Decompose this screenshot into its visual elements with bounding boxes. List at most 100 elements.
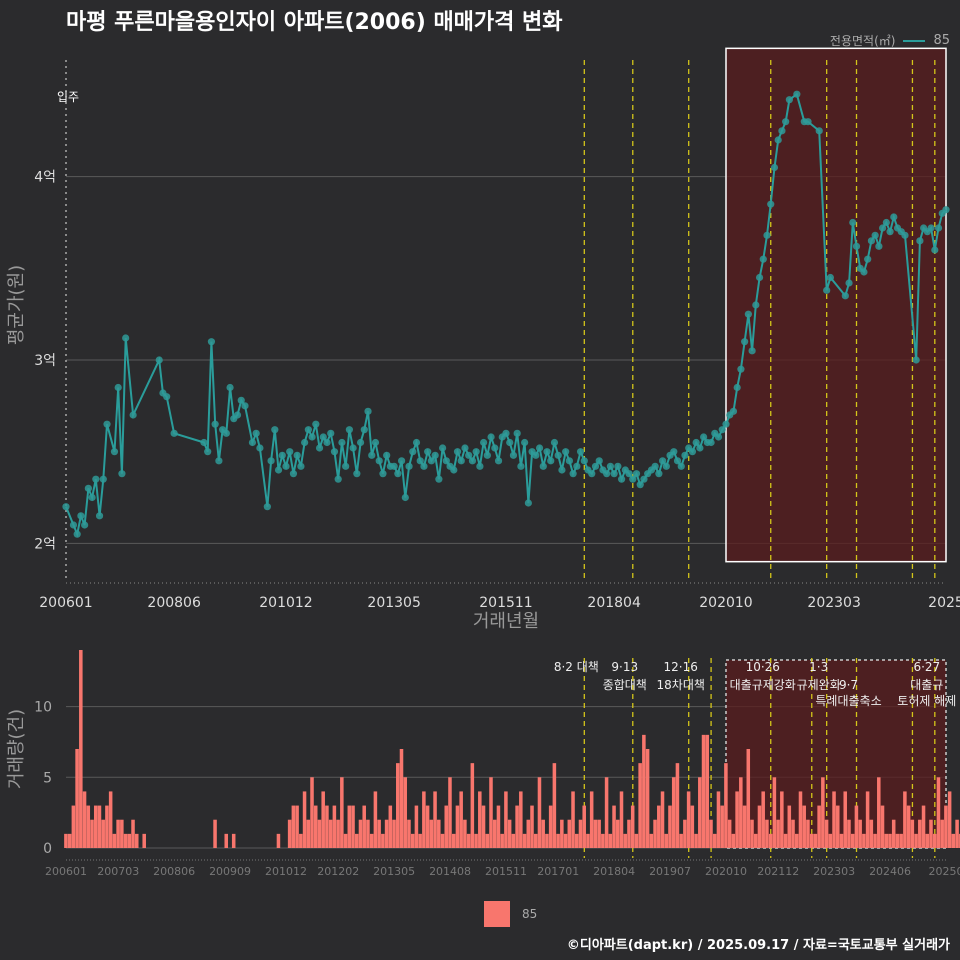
volume-bar: [873, 833, 877, 848]
volume-bar: [616, 819, 620, 848]
price-point: [681, 451, 689, 459]
price-point: [312, 420, 320, 428]
volume-bar: [847, 819, 851, 848]
volume-bar: [929, 819, 933, 848]
volume-bar: [429, 819, 434, 848]
price-point: [424, 448, 432, 456]
volume-bar: [112, 833, 117, 848]
y-tick-label: 3억: [34, 353, 56, 369]
price-point: [506, 438, 514, 447]
y-axis-title: 평균가(원): [6, 265, 27, 345]
volume-bar: [664, 833, 669, 848]
volume-bar: [313, 805, 318, 848]
volume-bar: [507, 819, 512, 848]
price-point: [774, 136, 782, 144]
legend-top: 전용면적(㎡) 85: [830, 32, 950, 49]
volume-bar: [914, 833, 918, 848]
price-point: [222, 429, 230, 437]
volume-bar: [451, 833, 456, 848]
price-point: [207, 338, 216, 346]
price-point: [841, 292, 849, 300]
volume-bar: [489, 777, 493, 848]
volume-bar: [306, 819, 311, 848]
volume-bar: [463, 819, 467, 848]
volume-bar: [478, 791, 482, 848]
volume-bar: [519, 791, 523, 848]
price-point: [852, 242, 861, 250]
price-point: [591, 462, 600, 470]
x-tick-label: 201701: [537, 865, 579, 878]
price-point: [233, 411, 242, 419]
volume-bar: [541, 819, 545, 848]
volume-bar: [787, 805, 792, 848]
price-point: [379, 470, 387, 478]
volume-bar: [604, 777, 609, 848]
price-point: [483, 451, 491, 459]
volume-bar: [757, 805, 762, 848]
price-point: [248, 438, 257, 447]
x-tick-label: 200806: [147, 595, 201, 611]
volume-bar: [724, 763, 728, 848]
volume-bar: [858, 819, 862, 848]
volume-bar: [381, 833, 385, 848]
price-point: [580, 457, 588, 465]
volume-bar: [399, 749, 404, 848]
price-point: [301, 438, 309, 447]
price-point: [338, 438, 346, 447]
volume-bar: [492, 819, 497, 848]
price-point: [636, 481, 644, 489]
volume-bar: [869, 819, 874, 848]
volume-bar: [709, 819, 713, 848]
price-point: [729, 407, 738, 415]
price-point: [535, 444, 544, 452]
volume-bar: [213, 819, 217, 848]
y-tick-label: 5: [43, 770, 52, 786]
price-point: [427, 457, 436, 465]
volume-bar: [455, 805, 460, 848]
volume-bar: [940, 819, 944, 848]
volume-bar: [765, 819, 769, 848]
price-point: [304, 426, 312, 434]
y-tick-label: 0: [43, 841, 52, 857]
price-point: [554, 451, 562, 459]
policy-label: 10·26: [746, 660, 780, 674]
price-point: [375, 457, 383, 465]
price-point: [77, 512, 85, 520]
price-point: [62, 503, 70, 511]
price-point: [494, 457, 503, 465]
price-point: [405, 462, 413, 470]
price-point: [558, 466, 566, 474]
volume-bar: [877, 777, 881, 848]
price-point: [845, 279, 853, 287]
volume-bar: [567, 819, 572, 848]
price-point: [752, 301, 760, 309]
price-point: [353, 470, 361, 478]
volume-bar: [485, 833, 490, 848]
volume-bar: [586, 833, 590, 848]
price-point: [334, 475, 342, 483]
volume-bar: [425, 805, 430, 848]
price-point: [274, 466, 283, 474]
price-point: [267, 457, 275, 465]
volume-bar: [597, 819, 601, 848]
price-point: [576, 448, 585, 456]
volume-bar: [601, 833, 605, 848]
price-point: [770, 163, 779, 172]
volume-bar: [865, 791, 870, 848]
price-point: [912, 356, 920, 364]
volume-bar: [712, 833, 717, 848]
volume-bar: [694, 833, 698, 848]
volume-bar: [533, 833, 538, 848]
volume-bar: [131, 819, 135, 848]
price-point: [476, 462, 484, 470]
x-tick-label: 201408: [429, 865, 471, 878]
volume-bar: [854, 805, 859, 848]
price-point: [364, 407, 372, 415]
policy-label: 토허제 해제: [897, 694, 956, 708]
price-point: [931, 246, 939, 254]
volume-bar: [571, 791, 575, 848]
volume-bar: [888, 833, 892, 848]
price-point: [755, 273, 764, 282]
volume-bar: [862, 833, 866, 848]
price-point: [129, 411, 137, 419]
